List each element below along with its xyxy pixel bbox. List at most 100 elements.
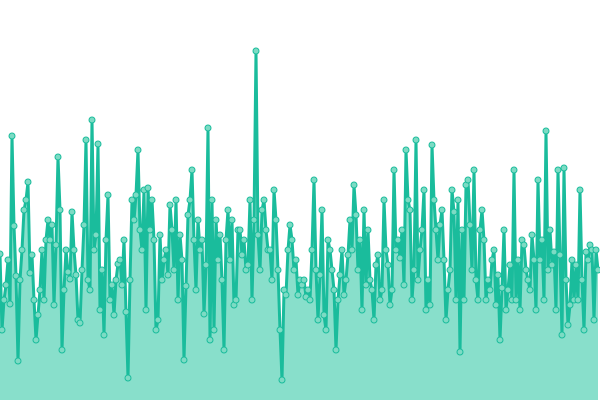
data-point [360,206,368,214]
data-point [594,266,600,274]
data-point [136,226,144,234]
data-point [542,127,550,135]
data-point [402,146,410,154]
data-point [488,256,496,264]
data-point [232,296,240,304]
data-point [94,140,102,148]
data-point [270,186,278,194]
data-point [2,281,10,289]
data-point [322,326,330,334]
area-fill [0,51,598,400]
data-point [308,246,316,254]
data-point [18,246,26,254]
data-point [128,196,136,204]
data-point [530,256,538,264]
data-point [20,206,28,214]
data-point [428,141,436,149]
data-point [406,206,414,214]
data-point [590,316,598,324]
data-point [260,196,268,204]
data-point [426,301,434,309]
data-point [158,276,166,284]
data-point [212,216,220,224]
data-point [480,236,488,244]
data-point [10,222,18,230]
data-point [102,236,110,244]
data-point [284,246,292,254]
data-point [188,166,196,174]
data-point [584,256,592,264]
data-point [466,221,474,229]
data-point [314,316,322,324]
data-point [552,306,560,314]
data-point [54,153,62,161]
data-point [524,276,532,284]
data-point [78,266,86,274]
data-point [418,226,426,234]
data-point [448,186,456,194]
data-point [98,266,106,274]
data-point [424,276,432,284]
data-point [248,296,256,304]
data-point [266,246,274,254]
data-point [200,310,208,318]
data-point [244,261,252,269]
data-point [372,261,380,269]
data-point [554,166,562,174]
data-point [378,286,386,294]
data-point [386,301,394,309]
data-point [300,276,308,284]
data-point [316,271,324,279]
data-point [578,276,586,284]
data-point [356,236,364,244]
data-point [60,286,68,294]
data-point [558,331,566,339]
data-point [86,286,94,294]
data-point [366,276,374,284]
data-point [146,226,154,234]
data-point [258,206,266,214]
data-point [380,196,388,204]
data-point [532,306,540,314]
data-point [106,296,114,304]
data-point [486,286,494,294]
data-point [14,357,22,365]
data-point [592,246,600,254]
data-point [198,236,206,244]
data-point [326,246,334,254]
data-point [0,250,4,258]
data-point [340,291,348,299]
data-point [438,206,446,214]
data-point [144,184,152,192]
data-point [404,196,412,204]
data-point [62,246,70,254]
data-point [468,266,476,274]
data-point [330,286,338,294]
data-point [222,236,230,244]
data-point [496,336,504,344]
data-point [170,266,178,274]
data-point [382,246,390,254]
data-point [138,246,146,254]
data-point [48,221,56,229]
data-point [44,216,52,224]
data-point [246,196,254,204]
data-point [442,316,450,324]
data-point [312,266,320,274]
data-point [472,276,480,284]
data-point [328,266,336,274]
data-point [436,221,444,229]
data-point [332,346,340,354]
data-point [450,208,458,216]
data-point [528,231,536,239]
data-point [116,256,124,264]
data-point [364,226,372,234]
data-point [4,256,12,264]
data-point [178,256,186,264]
data-point [564,321,572,329]
data-point [306,296,314,304]
data-point [68,208,76,216]
data-point [36,286,44,294]
data-point [130,216,138,224]
